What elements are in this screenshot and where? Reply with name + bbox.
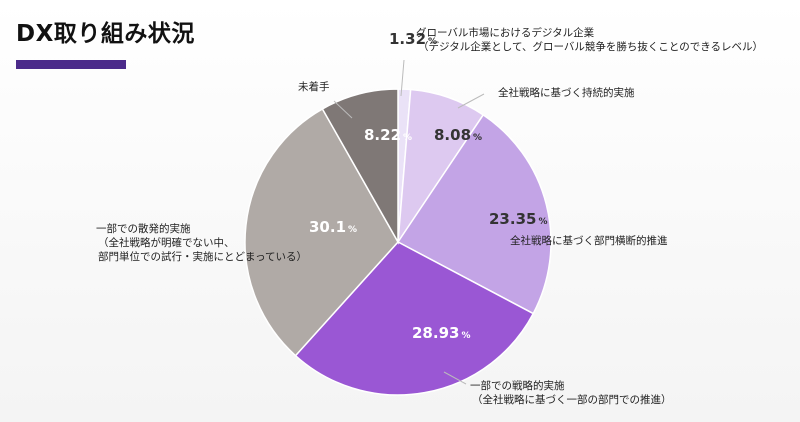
label-line: （全社戦略に基づく一部の部門での推進） <box>472 393 672 406</box>
leader-line-4 <box>443 371 467 385</box>
leader-line-1 <box>400 59 405 97</box>
slice-category-label-2: 全社戦略に基づく持続的実施 <box>498 86 635 99</box>
slice-value-label-6: 8.22% <box>364 126 412 144</box>
slice-value-number: 8.22 <box>364 126 401 144</box>
label-line: 全社戦略に基づく部門横断的推進 <box>510 234 668 247</box>
slice-value-number: 1.32 <box>389 30 426 48</box>
title-accent-bar <box>16 60 126 69</box>
label-line: 一部での散発的実施 <box>96 222 191 235</box>
label-line: グローバル市場におけるデジタル企業 <box>416 26 595 39</box>
page-title: DX取り組み状況 <box>16 21 195 47</box>
label-line: 部門単位での試行・実施にとどまっている） <box>98 250 307 263</box>
label-line: 一部での戦略的実施 <box>470 379 565 392</box>
pie-slice-5 <box>244 107 399 357</box>
pie-slice-6 <box>321 88 399 245</box>
slice-category-label-1: グローバル市場におけるデジタル企業（デジタル企業として、グローバル競争を勝ち抜く… <box>416 26 763 53</box>
slice-category-label-4: 一部での戦略的実施（全社戦略に基づく一部の部門での推進） <box>470 379 672 406</box>
slice-value-label-2: 8.08% <box>434 126 482 144</box>
slice-value-label-5: 30.1% <box>309 218 357 236</box>
pie-slice-4 <box>294 241 535 396</box>
label-line: 未着手 <box>298 80 330 93</box>
label-line: 全社戦略に基づく持続的実施 <box>498 86 635 99</box>
slice-category-label-5: 一部での散発的実施（全社戦略が明確でない中、部門単位での試行・実施にとどまってい… <box>96 222 307 263</box>
slice-value-label-4: 28.93% <box>412 324 470 342</box>
slice-category-label-3: 全社戦略に基づく部門横断的推進 <box>510 234 668 247</box>
slice-value-unit: % <box>348 225 357 235</box>
slice-value-number: 30.1 <box>309 218 346 236</box>
leader-line-2 <box>457 93 485 109</box>
slice-category-label-6: 未着手 <box>298 80 330 93</box>
slice-value-number: 8.08 <box>434 126 471 144</box>
leader-line-6 <box>333 100 353 119</box>
slice-value-number: 28.93 <box>412 324 459 342</box>
slice-value-number: 23.35 <box>489 210 536 228</box>
slice-value-unit: % <box>428 37 437 47</box>
slice-value-label-3: 23.35% <box>489 210 547 228</box>
pie-slice-3 <box>396 113 552 315</box>
slice-value-label-1: 1.32% <box>389 30 437 48</box>
label-line: （全社戦略が明確でない中、 <box>98 236 235 249</box>
label-line: （デジタル企業として、グローバル競争を勝ち抜くことのできるレベル） <box>418 40 763 53</box>
slice-value-unit: % <box>538 217 547 227</box>
slice-value-unit: % <box>473 133 482 143</box>
slice-value-unit: % <box>461 331 470 341</box>
slice-value-unit: % <box>403 133 412 143</box>
